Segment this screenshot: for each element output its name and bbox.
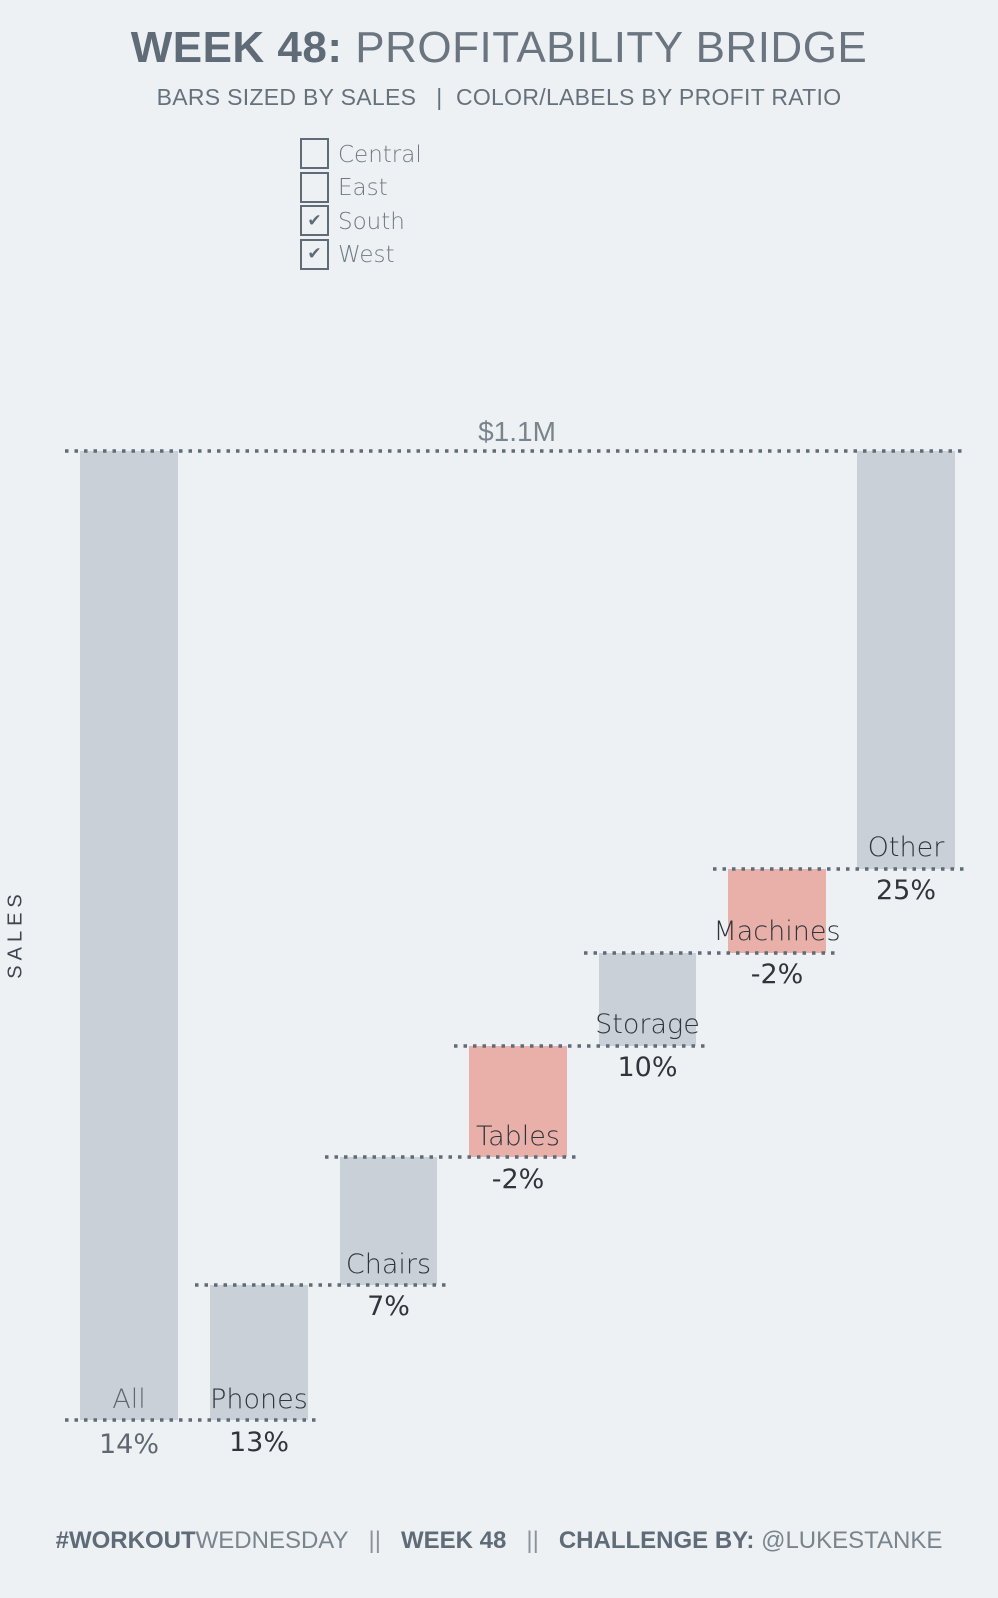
filter-label-west: West: [338, 242, 395, 269]
title-week: WEEK 48:: [130, 23, 343, 72]
filter-option-east[interactable]: East: [300, 171, 422, 206]
bar-storage[interactable]: [599, 953, 696, 1046]
category-label: Tables: [476, 1121, 560, 1152]
bars: [80, 451, 955, 1420]
profit-ratio-label: -2%: [492, 1164, 545, 1195]
category-label: All: [112, 1384, 145, 1415]
checkbox-east[interactable]: [300, 171, 329, 203]
bar-all[interactable]: [80, 451, 178, 1420]
connector-lines: [65, 449, 965, 1422]
filter-label-central: Central: [338, 141, 422, 168]
checkbox-west[interactable]: ✔: [300, 238, 329, 270]
footer: #WORKOUTWEDNESDAY || WEEK 48 || CHALLENGE BY…: [55, 1527, 943, 1554]
filter-option-central[interactable]: Central: [300, 138, 422, 172]
bar-labels: All 14% Phones 13% Chairs 7% Tables -2% Storage 1…: [99, 832, 945, 1460]
profit-ratio-label: 7%: [367, 1291, 410, 1322]
profit-ratio-label: -2%: [751, 959, 804, 990]
check-icon: ✔: [307, 210, 322, 230]
category-label: Other: [868, 832, 946, 863]
bar-tables[interactable]: [469, 1046, 567, 1157]
title-main: PROFITABILITY BRIDGE: [342, 23, 868, 72]
filter-option-south[interactable]: ✔ South: [300, 205, 422, 239]
region-filter: Central East ✔ South ✔ West: [300, 138, 422, 272]
checkbox-south[interactable]: ✔: [300, 205, 329, 237]
category-label: Storage: [595, 1009, 700, 1040]
page-title: WEEK 48: PROFITABILITY BRIDGE: [0, 22, 998, 74]
profit-ratio-label: 13%: [229, 1427, 289, 1458]
bar-other[interactable]: [857, 451, 955, 869]
total-sales-label: $1.1M: [478, 416, 556, 447]
filter-label-south: South: [338, 208, 405, 235]
bar-chairs[interactable]: [340, 1157, 437, 1285]
bar-machines[interactable]: [728, 869, 826, 953]
page-subtitle: BARS SIZED BY SALES | COLOR/LABELS BY PR…: [156, 84, 842, 110]
category-label: Chairs: [346, 1249, 431, 1280]
profit-ratio-label: 10%: [617, 1052, 677, 1083]
category-label: Machines: [713, 916, 840, 947]
check-icon: ✔: [307, 244, 322, 264]
checkbox-central[interactable]: [300, 138, 329, 170]
filter-label-east: East: [338, 175, 388, 202]
filter-option-west[interactable]: ✔ West: [300, 238, 422, 273]
profit-ratio-label: 25%: [876, 875, 936, 906]
bar-phones[interactable]: [210, 1285, 308, 1420]
category-label: Phones: [210, 1384, 308, 1415]
profit-ratio-label: 14%: [99, 1429, 159, 1460]
